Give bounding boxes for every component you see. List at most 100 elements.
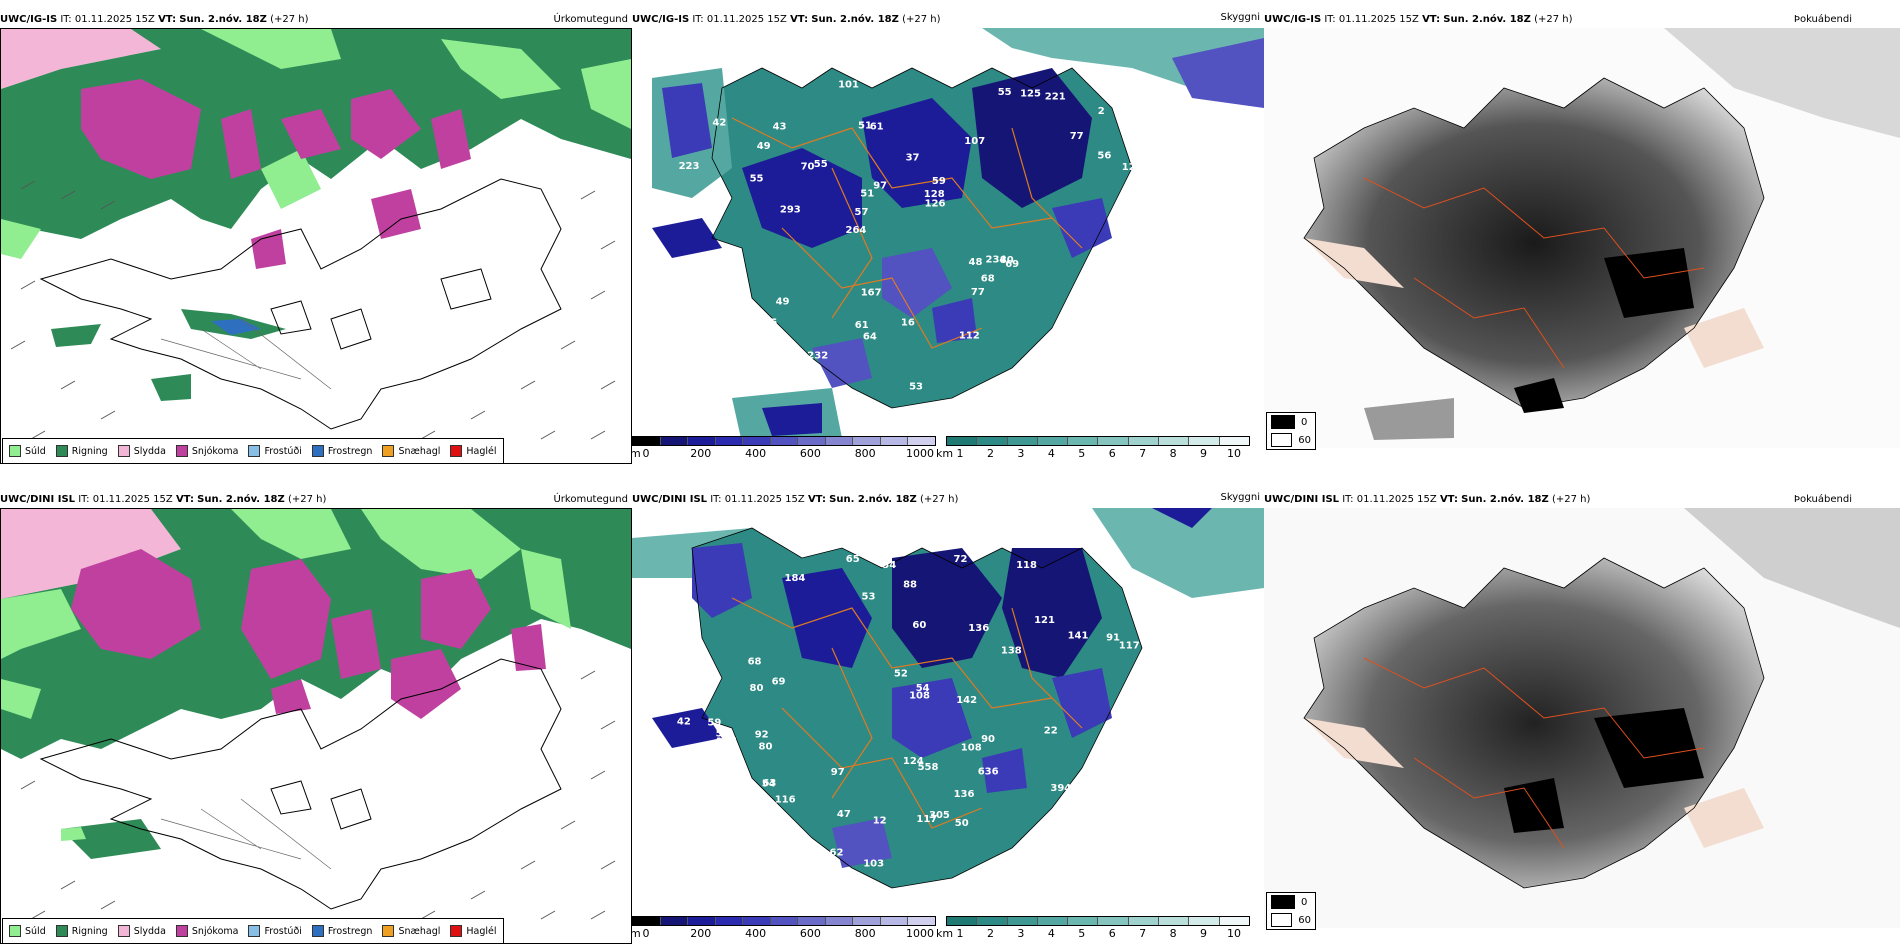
visibility-colorbar: 1 2 3 4 5 6 7 8 9 10 km: [936, 916, 1250, 940]
model-label: UWC/DINI ISL: [0, 494, 76, 505]
ceiling-color-step: [798, 437, 826, 445]
ceiling-value-label: 107: [964, 136, 985, 147]
model-label: UWC/DINI ISL: [1264, 494, 1340, 505]
ceiling-value-label: 80: [750, 683, 764, 694]
precip-type-map: [0, 28, 632, 464]
ceiling-tick-label: 1000: [906, 447, 934, 460]
ceiling-value-label: 85: [761, 335, 775, 346]
ceiling-value-label: 43: [773, 122, 787, 133]
visibility-color-step: [1219, 437, 1249, 445]
ceiling-value-label: 118: [1016, 560, 1037, 571]
ceiling-value-label: 184: [1123, 293, 1144, 304]
legend-swatch: [248, 445, 261, 457]
fog-legend-label: 60: [1298, 914, 1311, 926]
valid-time-label: VT:: [1422, 14, 1441, 25]
panel-header: UWC/DINI ISL IT: 01.11.2025 15Z VT: Sun.…: [632, 492, 1264, 508]
ceiling-value-label: 60: [912, 620, 926, 631]
ceiling-value-label: 121: [1034, 615, 1055, 626]
ceiling-value-label: 48: [729, 369, 743, 380]
ceiling-value-label: 110: [726, 374, 747, 385]
visibility-color-step: [1037, 437, 1069, 445]
legend-swatch: [55, 445, 68, 457]
visibility-tick-label: 1: [956, 927, 964, 940]
ceiling-colorbar-ticks: 0 200 400 600 800 1000: [632, 446, 936, 460]
ceiling-value-label: 138: [1001, 646, 1022, 657]
ceiling-value-label: 59: [932, 176, 946, 187]
ceiling-color-step: [660, 437, 689, 445]
ceiling-value-label: 12: [873, 816, 887, 827]
ceiling-value-label: 54: [916, 683, 930, 694]
ceiling-value-label: 51: [716, 729, 730, 740]
ceiling-value-label: 49: [776, 297, 790, 308]
ceiling-value-label: 108: [909, 690, 930, 701]
legend-swatch: [382, 445, 395, 457]
ceiling-tick-label: 200: [690, 447, 712, 460]
ceiling-value-label: 80: [759, 742, 773, 753]
ceiling-tick-label: 800: [854, 447, 876, 460]
ceiling-color-step: [853, 437, 881, 445]
ceiling-value-label: 58: [686, 349, 700, 360]
ceiling-value-label: 77: [1070, 131, 1084, 142]
ceiling-value-label: 117: [916, 814, 937, 825]
ceiling-value-label: 142: [956, 695, 977, 706]
ceiling-tick-label: 0: [642, 447, 650, 460]
precip-legend: Súld Rigning Slydda Snjókoma Frostúði Fr…: [2, 438, 504, 464]
init-time-label: IT:: [1342, 494, 1354, 505]
visibility-tick-label: 10: [1227, 927, 1241, 940]
fog-swatch: [1271, 895, 1295, 909]
ceiling-value-label: 141: [1068, 630, 1089, 641]
init-time-value: 01.11.2025 15Z: [74, 14, 155, 25]
visibility-color-step: [1007, 437, 1038, 445]
ceiling-color-step: [715, 917, 744, 925]
ceiling-value-label: 68: [748, 657, 762, 668]
ceiling-value-label: 51: [858, 120, 872, 131]
ceiling-color-step: [660, 917, 689, 925]
precip-legend: Súld Rigning Slydda Snjókoma Frostúði Fr…: [2, 918, 504, 944]
ceiling-colorbar-bar: [632, 916, 936, 926]
legend-item: Slydda: [117, 445, 166, 457]
ceiling-value-label: 223: [881, 61, 902, 72]
ceiling-color-step: [825, 437, 854, 445]
legend-label: Súld: [25, 925, 46, 937]
ceiling-value-label: 136: [968, 623, 989, 634]
ceiling-value-label: 102: [1054, 807, 1075, 818]
ceiling-value-label: 297: [687, 380, 708, 391]
legend-item: Frostregn: [311, 445, 372, 457]
visibility-color-step: [977, 437, 1008, 445]
legend-swatch: [55, 925, 68, 937]
visibility-tick-label: 9: [1200, 927, 1208, 940]
panel-cloud-ceiling-row1: UWC/IG-IS IT: 01.11.2025 15Z VT: Sun. 2.…: [632, 12, 1264, 464]
fog-legend-label: 0: [1301, 416, 1308, 428]
legend-swatch: [248, 925, 261, 937]
ceiling-value-label: 54: [882, 560, 896, 571]
valid-time-value: Sun. 2.nóv. 18Z: [1443, 14, 1531, 25]
lead-time: (+27 h): [902, 14, 941, 25]
ceiling-value-label: 636: [978, 766, 999, 777]
visibility-colorbar: 1 2 3 4 5 6 7 8 9 10 km: [936, 436, 1250, 460]
visibility-color-step: [1037, 917, 1069, 925]
ceiling-value-label: 22: [1044, 726, 1058, 737]
visibility-color-step: [1068, 437, 1099, 445]
valid-time-value: Sun. 2.nóv. 18Z: [1461, 494, 1549, 505]
ceiling-value-label: 56: [1097, 151, 1111, 162]
ceiling-color-step: [853, 917, 881, 925]
legend-item: Haglél: [450, 445, 497, 457]
fog-legend-row: 0: [1267, 893, 1315, 911]
ceiling-colorbar: 0 200 400 600 800 1000 m: [632, 916, 936, 940]
legend-swatch: [450, 925, 463, 937]
ceiling-color-step: [908, 437, 936, 445]
fog-swatch: [1271, 913, 1293, 927]
ceiling-value-label: 57: [855, 207, 869, 218]
ceiling-color-step: [825, 917, 854, 925]
ceiling-value-label: 12: [1122, 162, 1136, 173]
ceiling-color-step: [715, 437, 744, 445]
visibility-color-step: [1159, 437, 1190, 445]
ceiling-value-label: 371: [728, 386, 749, 397]
fog-legend: 0 60: [1266, 412, 1316, 450]
ceiling-value-labels: 422 220 2 264 107 48 51 37 81 55 58 85 61 59 69 42 46 51 4…: [679, 61, 1155, 397]
ceiling-value-label: 66: [1084, 327, 1098, 338]
legend-swatch: [117, 445, 130, 457]
visibility-colorbar-bar: [946, 436, 1250, 446]
visibility-colorbar-ticks: 1 2 3 4 5 6 7 8 9 10: [946, 446, 1250, 460]
visibility-colorbar-ticks: 1 2 3 4 5 6 7 8 9 10: [946, 926, 1250, 940]
